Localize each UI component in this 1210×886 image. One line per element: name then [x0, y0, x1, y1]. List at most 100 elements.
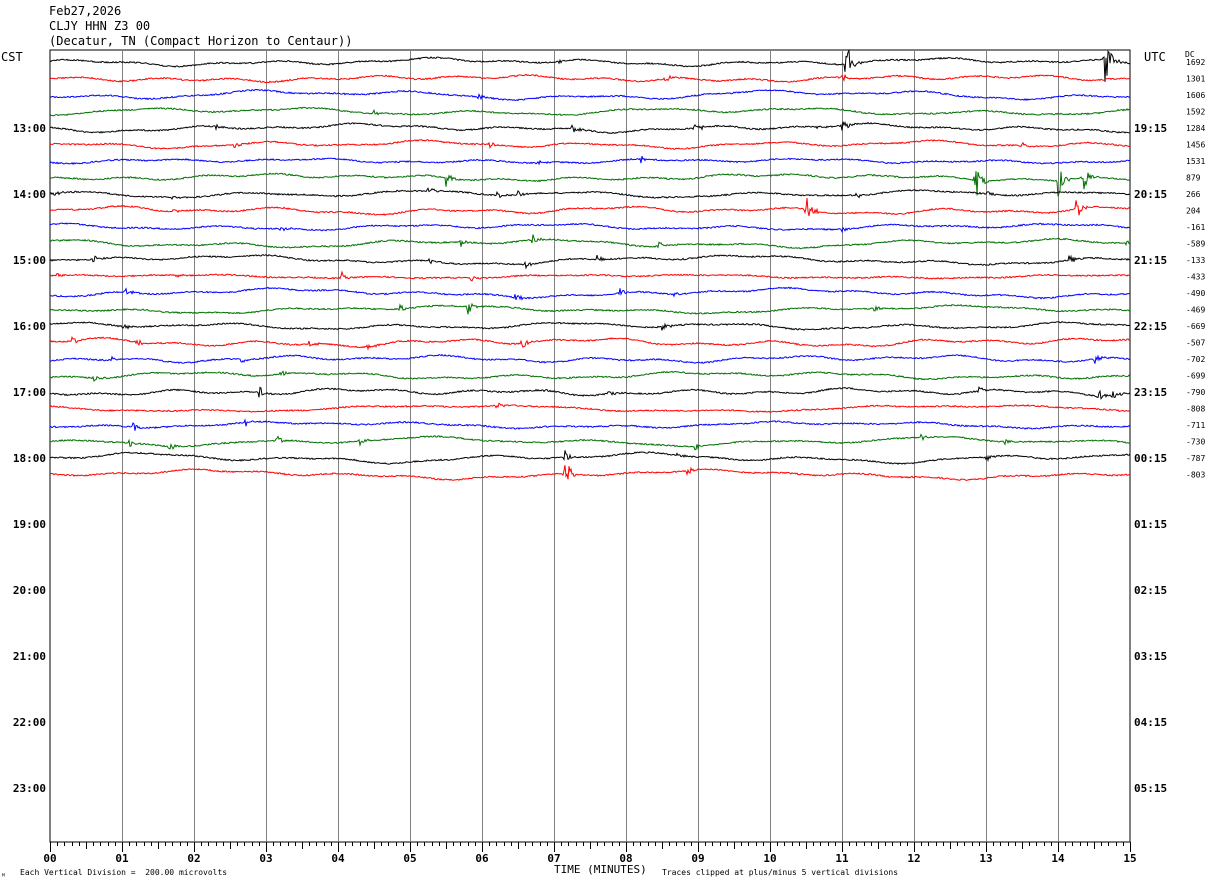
dc-offset-label: -469: [1186, 306, 1205, 315]
x-tick-label: 07: [547, 852, 560, 865]
dc-offset-header: DC: [1185, 50, 1195, 59]
right-hour-label: 22:15: [1134, 320, 1167, 333]
right-hour-label: 02:15: [1134, 584, 1167, 597]
seismic-trace: [50, 433, 1130, 451]
x-tick-label: 15: [1123, 852, 1136, 865]
seismic-trace: [49, 418, 1131, 431]
station-id: CLJY HHN Z3 00: [49, 19, 151, 33]
right-hour-label: 21:15: [1134, 254, 1167, 267]
dc-offset-label: -730: [1186, 438, 1205, 447]
x-tick-label: 13: [979, 852, 992, 865]
right-hour-label: 00:15: [1134, 452, 1167, 465]
scale-note: Each Vertical Division = 200.00 microvol…: [20, 868, 228, 877]
right-hour-label: 19:15: [1134, 122, 1167, 135]
x-tick-label: 02: [187, 852, 200, 865]
seismic-trace: [49, 139, 1131, 150]
seismic-trace: [49, 222, 1130, 234]
seismic-trace: [50, 450, 1131, 465]
seismic-trace: [49, 48, 1131, 82]
seismic-trace: [49, 465, 1131, 481]
x-tick-label: 03: [259, 852, 272, 865]
left-hour-label: 19:00: [13, 518, 46, 531]
seismic-trace: [49, 88, 1131, 102]
left-hour-label: 13:00: [13, 122, 46, 135]
seismic-trace: [49, 106, 1130, 117]
seismic-trace: [49, 353, 1131, 365]
left-hour-label: 17:00: [13, 386, 46, 399]
station-location: (Decatur, TN (Compact Horizon to Centaur…: [49, 34, 353, 48]
seismic-trace: [49, 402, 1131, 413]
seismic-trace: [49, 385, 1131, 400]
dc-offset-label: -669: [1186, 322, 1205, 331]
x-tick-label: 11: [835, 852, 849, 865]
seismic-trace: [49, 234, 1131, 250]
right-hour-label: 05:15: [1134, 782, 1167, 795]
left-hour-label: 16:00: [13, 320, 46, 333]
seismic-trace: [49, 335, 1131, 351]
x-tick-label: 08: [619, 852, 632, 865]
x-tick-label: 10: [763, 852, 776, 865]
trace-group: [49, 48, 1131, 481]
x-tick-label: 09: [691, 852, 704, 865]
right-hour-label: 04:15: [1134, 716, 1167, 729]
dc-offset-label: 1531: [1186, 157, 1205, 166]
seismic-trace: [49, 197, 1131, 217]
dc-offset-label: 1456: [1186, 141, 1205, 150]
dc-offset-label: -787: [1186, 454, 1205, 463]
left-hour-label: 20:00: [13, 584, 46, 597]
seismic-trace: [49, 155, 1131, 166]
dc-offset-label: -490: [1186, 289, 1205, 298]
dc-offset-label: -803: [1186, 471, 1205, 480]
dc-offset-label: -699: [1186, 372, 1205, 381]
seismic-trace: [49, 73, 1131, 84]
left-timezone-label: CST: [1, 50, 23, 64]
x-tick-label: 06: [475, 852, 489, 865]
dc-offset-label: -808: [1186, 405, 1205, 414]
dc-offset-label: 1606: [1186, 91, 1205, 100]
plot-grid: [49, 49, 1131, 852]
right-hour-label: 23:15: [1134, 386, 1167, 399]
seismic-trace: [49, 270, 1130, 282]
left-hour-label: 18:00: [13, 452, 46, 465]
dc-offset-label: 879: [1186, 174, 1201, 183]
x-tick-label: 14: [1051, 852, 1065, 865]
dc-offset-label: -711: [1186, 421, 1205, 430]
seismic-trace: [49, 286, 1130, 301]
dc-offset-label: 1301: [1186, 75, 1205, 84]
seismic-trace: [49, 121, 1130, 134]
x-tick-label: 12: [907, 852, 920, 865]
seismic-trace: [50, 370, 1131, 382]
x-tick-label: 04: [331, 852, 345, 865]
corner-mark: ᴹ: [1, 872, 6, 881]
seismic-trace: [49, 171, 1131, 197]
dc-offset-label: -507: [1186, 339, 1205, 348]
seismic-trace: [49, 302, 1131, 315]
x-tick-label: 01: [115, 852, 129, 865]
dc-offset-label: -702: [1186, 355, 1205, 364]
x-tick-label: 00: [43, 852, 56, 865]
axis-labels: 00 01 02 03 04 05 06 07 08 09 10 11 12 13 14 15 13:00 14:…: [13, 58, 1206, 865]
right-hour-label: 20:15: [1134, 188, 1167, 201]
left-hour-label: 21:00: [13, 650, 46, 663]
right-timezone-label: UTC: [1144, 50, 1166, 64]
dc-offset-label: -790: [1186, 388, 1205, 397]
dc-offset-label: -433: [1186, 273, 1205, 282]
plot-frame: [49, 49, 1131, 843]
dc-offset-label: -133: [1186, 256, 1205, 265]
left-hour-label: 23:00: [13, 782, 46, 795]
x-tick-label: 05: [403, 852, 416, 865]
right-hour-label: 01:15: [1134, 518, 1167, 531]
dc-offset-label: 1284: [1186, 124, 1205, 133]
seismic-trace: [49, 321, 1131, 331]
x-axis-title: TIME (MINUTES): [554, 863, 647, 876]
dc-offset-label: 1592: [1186, 108, 1205, 117]
left-hour-label: 15:00: [13, 254, 46, 267]
left-hour-label: 14:00: [13, 188, 46, 201]
dc-offset-label: -589: [1186, 240, 1205, 249]
seismic-trace: [49, 253, 1131, 270]
right-hour-label: 03:15: [1134, 650, 1167, 663]
left-hour-label: 22:00: [13, 716, 46, 729]
dc-offset-label: -161: [1186, 223, 1205, 232]
dc-offset-label: 1692: [1186, 58, 1205, 67]
